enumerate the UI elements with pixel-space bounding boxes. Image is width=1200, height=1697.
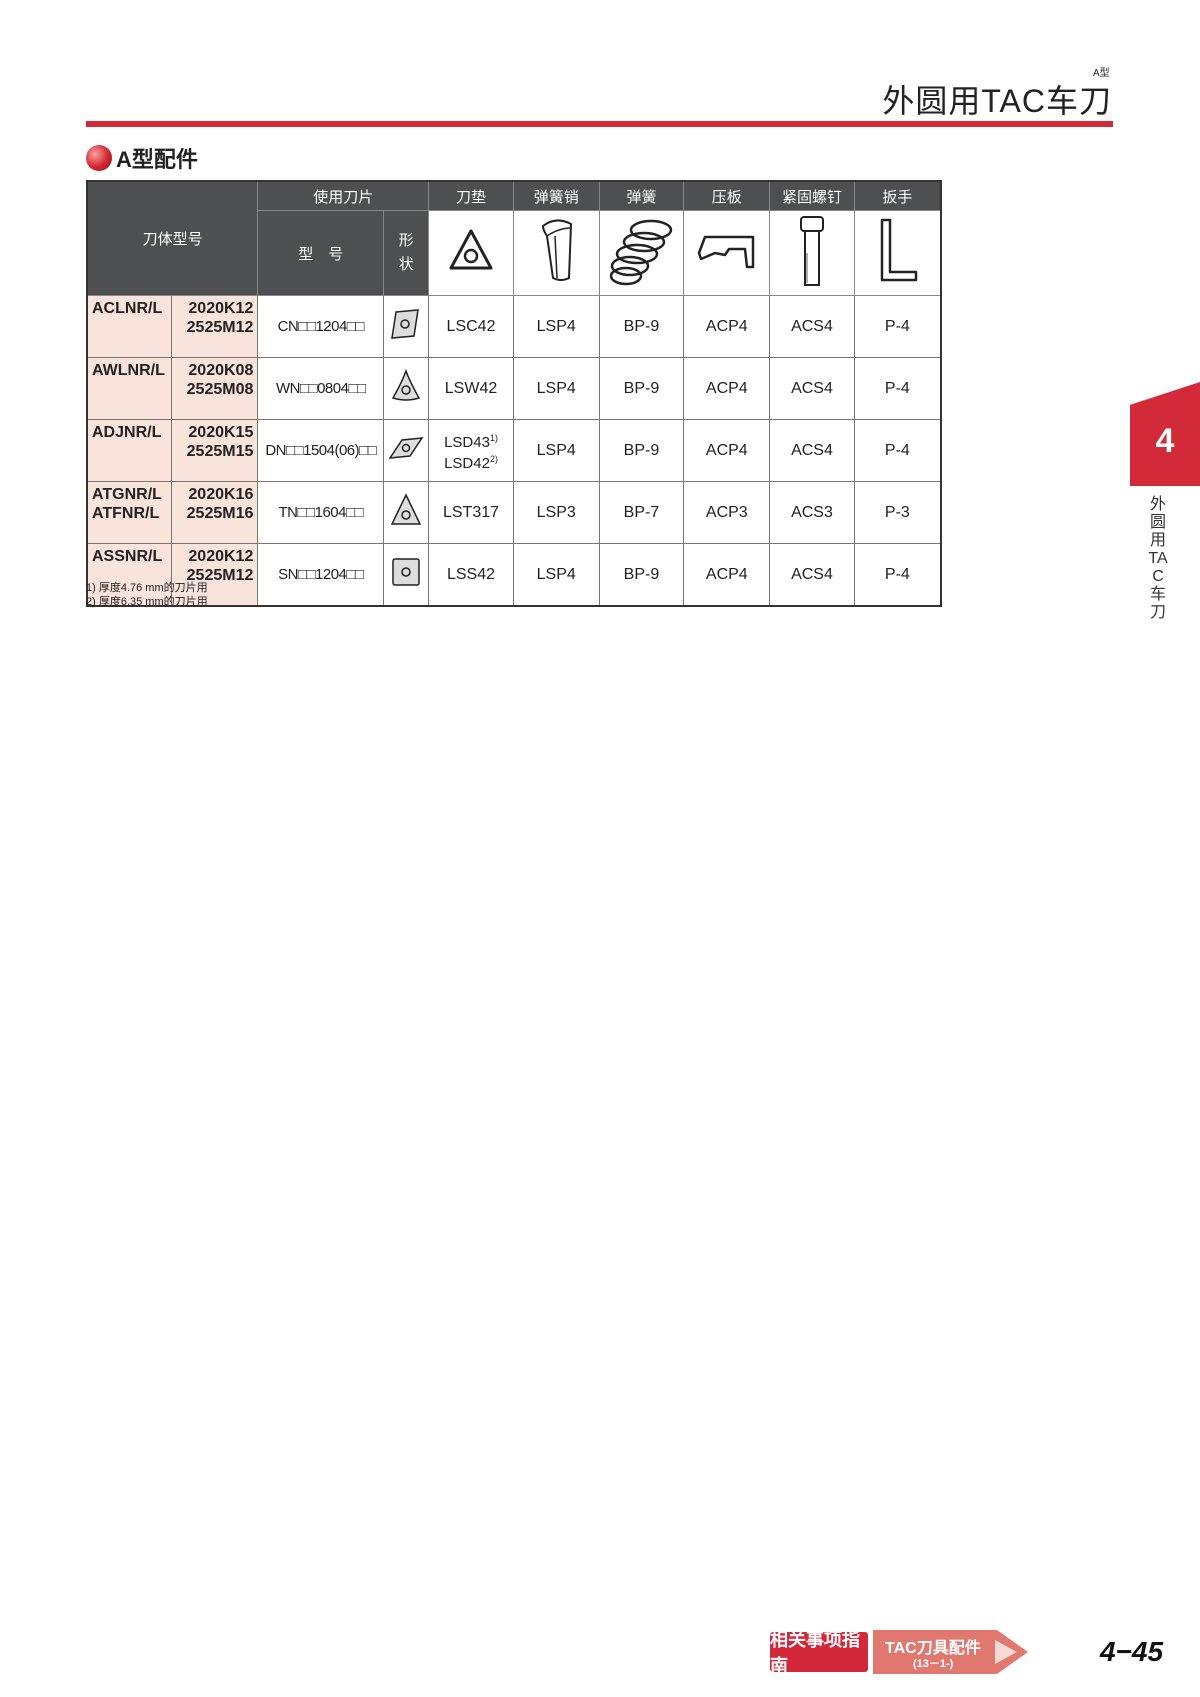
shim-icon [428, 210, 514, 296]
tac-accessories-link[interactable]: TAC刀具配件 (13－1-) [873, 1630, 1028, 1674]
header-clamp: 压板 [683, 180, 771, 211]
header-wrench: 扳手 [853, 180, 942, 211]
table-row: ADJNR/L 2020K15 2525M15 DN□□1504(06)□□ LS… [86, 419, 942, 482]
spring-pin-value: LSP4 [512, 419, 600, 482]
insert-model: CN□□1204□□ [257, 295, 385, 358]
chapter-tab[interactable]: 4 [1130, 382, 1200, 486]
wrench-icon [853, 210, 942, 296]
shim-value: LSW42 [428, 357, 514, 420]
clamp-value: ACP4 [683, 357, 771, 420]
spring-pin-value: LSP4 [512, 543, 600, 607]
screw-value: ACS4 [769, 357, 855, 420]
body-sizes: 2020K12 2525M12 [171, 295, 259, 358]
screw-icon [769, 210, 855, 296]
clamp-value: ACP4 [683, 295, 771, 358]
wrench-value: P-4 [853, 543, 942, 607]
body-sizes: 2020K12 2525M12 [171, 543, 259, 607]
arrow-right-icon [995, 1640, 1017, 1664]
wrench-value: P-3 [853, 481, 942, 544]
body-sizes: 2020K08 2525M08 [171, 357, 259, 420]
shim-value: LSS42 [428, 543, 514, 607]
link-title: TAC刀具配件 [885, 1640, 981, 1657]
screw-value: ACS4 [769, 295, 855, 358]
screw-value: ACS4 [769, 419, 855, 482]
header-body-model: 刀体型号 [86, 180, 259, 296]
insert-shape-icon [383, 419, 430, 482]
insert-model: DN□□1504(06)□□ [257, 419, 385, 482]
wrench-value: P-4 [853, 357, 942, 420]
type-label: A型 [1093, 68, 1110, 79]
related-guide-button[interactable]: 相关事项指南 [770, 1630, 868, 1676]
page-number: 4−45 [1100, 1636, 1164, 1667]
spring-value: BP-9 [598, 419, 685, 482]
header-spring-pin: 弹簧销 [512, 180, 600, 211]
header-shape: 形状 [383, 210, 430, 296]
clamp-value: ACP3 [683, 481, 771, 544]
table-row: ACLNR/L 2020K12 2525M12 CN□□1204□□ LSC42 … [86, 295, 942, 358]
clamp-value: ACP4 [683, 543, 771, 607]
body-model: ASSNR/L [86, 543, 173, 607]
page-title: 外圆用TAC车刀 [882, 83, 1112, 119]
insert-shape-icon [383, 357, 430, 420]
header-model: 型 号 [257, 210, 385, 296]
spring-value: BP-9 [598, 295, 685, 358]
spring-value: BP-9 [598, 543, 685, 607]
spring-pin-value: LSP4 [512, 295, 600, 358]
screw-value: ACS4 [769, 543, 855, 607]
insert-model: SN□□1204□□ [257, 543, 385, 607]
table-row: ATGNR/L ATFNR/L 2020K16 2525M16 TN□□1604□□… [86, 481, 942, 544]
insert-shape-icon [383, 543, 430, 607]
spring-pin-icon [512, 210, 600, 296]
clamp-value: ACP4 [683, 419, 771, 482]
body-model: ADJNR/L [86, 419, 173, 482]
body-model: ACLNR/L [86, 295, 173, 358]
parts-table: 刀体型号 使用刀片 刀垫 弹簧销 弹簧 压板 紧固螺钉 扳手 型 号 形状 AC… [86, 180, 942, 607]
body-sizes: 2020K15 2525M15 [171, 419, 259, 482]
shim-value: LST317 [428, 481, 514, 544]
title-divider [86, 121, 1113, 127]
clamp-icon [683, 210, 771, 296]
table-row: ASSNR/L 2020K12 2525M12 SN□□1204□□ LSS42 … [86, 543, 942, 607]
spring-value: BP-9 [598, 357, 685, 420]
body-model: ATGNR/L ATFNR/L [86, 481, 173, 544]
chapter-tab-label: 外圆用TAC车刀 [1148, 496, 1168, 621]
header-spring: 弹簧 [598, 180, 685, 211]
insert-shape-icon [383, 295, 430, 358]
footnote-1: 1) 厚度4.76 mm的刀片用 [86, 582, 208, 594]
body-model: AWLNR/L [86, 357, 173, 420]
insert-shape-icon [383, 481, 430, 544]
footnotes: 1) 厚度4.76 mm的刀片用 2) 厚度6.35 mm的刀片用 [86, 581, 208, 609]
bullet-icon [86, 145, 112, 171]
spring-pin-value: LSP4 [512, 357, 600, 420]
spring-pin-value: LSP3 [512, 481, 600, 544]
wrench-value: P-4 [853, 295, 942, 358]
section-heading: A型配件 [86, 142, 198, 174]
header-shim: 刀垫 [428, 180, 514, 211]
spring-icon [598, 210, 685, 296]
header-screw: 紧固螺钉 [769, 180, 855, 211]
link-ref: (13－1-) [913, 1658, 954, 1670]
screw-value: ACS3 [769, 481, 855, 544]
shim-value: LSD431) LSD422) [428, 419, 514, 482]
spring-value: BP-7 [598, 481, 685, 544]
section-title: A型配件 [116, 147, 198, 172]
footnote-2: 2) 厚度6.35 mm的刀片用 [86, 596, 208, 608]
body-sizes: 2020K16 2525M16 [171, 481, 259, 544]
table-row: AWLNR/L 2020K08 2525M08 WN□□0804□□ LSW42 … [86, 357, 942, 420]
insert-model: WN□□0804□□ [257, 357, 385, 420]
wrench-value: P-4 [853, 419, 942, 482]
shim-value: LSC42 [428, 295, 514, 358]
header-insert: 使用刀片 [257, 180, 430, 211]
insert-model: TN□□1604□□ [257, 481, 385, 544]
